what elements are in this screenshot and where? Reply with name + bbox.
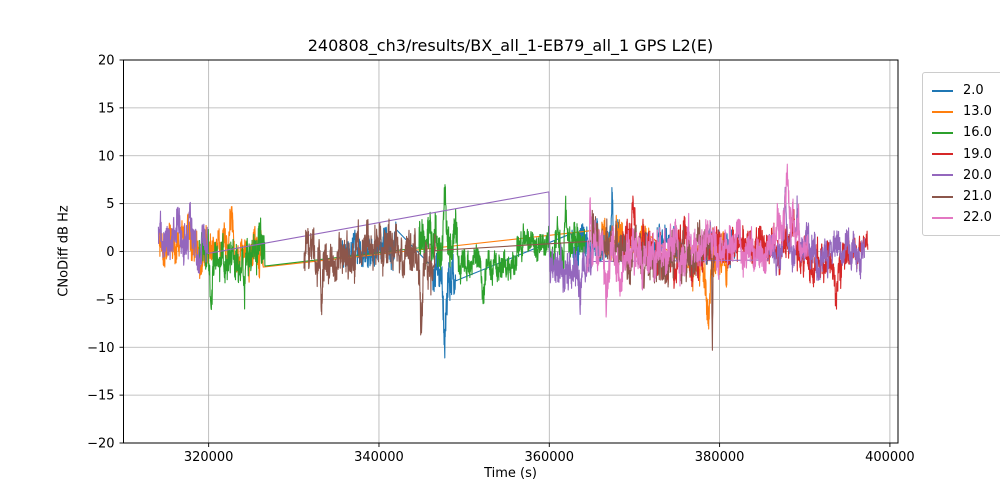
- y-axis-label: CNoDiff dB Hz: [56, 205, 72, 297]
- legend-item-13.0: 13.0: [932, 101, 1000, 122]
- legend: 2.0 13.0 16.0 19.0 20.0 21.0 22.0: [922, 72, 1000, 237]
- x-tick-label: 340000: [354, 450, 404, 465]
- series-22.0-line: [586, 163, 809, 318]
- legend-swatch-2.0: [932, 89, 953, 92]
- y-tick-label: 0: [106, 245, 114, 260]
- legend-label: 21.0: [963, 189, 992, 205]
- y-tick-label: −10: [87, 341, 114, 356]
- chart-title: 240808_ch3/results/BX_all_1-EB79_all_1 G…: [307, 36, 714, 55]
- y-tick-label: −20: [87, 437, 114, 452]
- y-tick-label: −15: [87, 389, 114, 404]
- x-tick-label: 360000: [524, 450, 574, 465]
- x-tick-label: 400000: [865, 450, 915, 465]
- legend-label: 20.0: [963, 167, 992, 183]
- legend-label: 2.0: [963, 83, 984, 99]
- y-tick-label: 10: [98, 149, 115, 164]
- legend-label: 16.0: [963, 125, 992, 141]
- legend-swatch-13.0: [932, 110, 953, 113]
- y-tick-label: 5: [106, 197, 114, 212]
- legend-item-19.0: 19.0: [932, 144, 1000, 165]
- legend-swatch-19.0: [932, 153, 953, 156]
- legend-swatch-21.0: [932, 195, 953, 198]
- x-axis-label: Time (s): [484, 466, 537, 481]
- x-tick-label: 320000: [184, 450, 234, 465]
- legend-label: 13.0: [963, 104, 992, 120]
- series-20.0-line: [157, 186, 865, 315]
- series-16.0-line: [198, 184, 586, 311]
- plot-spines: [123, 59, 899, 444]
- legend-item-2.0: 2.0: [932, 80, 1000, 101]
- legend-swatch-20.0: [932, 174, 953, 177]
- legend-item-22.0: 22.0: [932, 207, 1000, 228]
- y-tick-label: −5: [95, 293, 114, 308]
- legend-label: 19.0: [963, 146, 992, 162]
- series-21.0-line: [303, 209, 716, 351]
- legend-item-16.0: 16.0: [932, 122, 1000, 143]
- legend-label: 22.0: [963, 210, 992, 226]
- y-tick-label: 20: [98, 54, 115, 69]
- legend-item-21.0: 21.0: [932, 186, 1000, 207]
- x-tick-label: 380000: [695, 450, 745, 465]
- legend-swatch-22.0: [932, 216, 953, 219]
- y-tick-label: 15: [98, 101, 115, 116]
- legend-swatch-16.0: [932, 131, 953, 134]
- legend-item-20.0: 20.0: [932, 165, 1000, 186]
